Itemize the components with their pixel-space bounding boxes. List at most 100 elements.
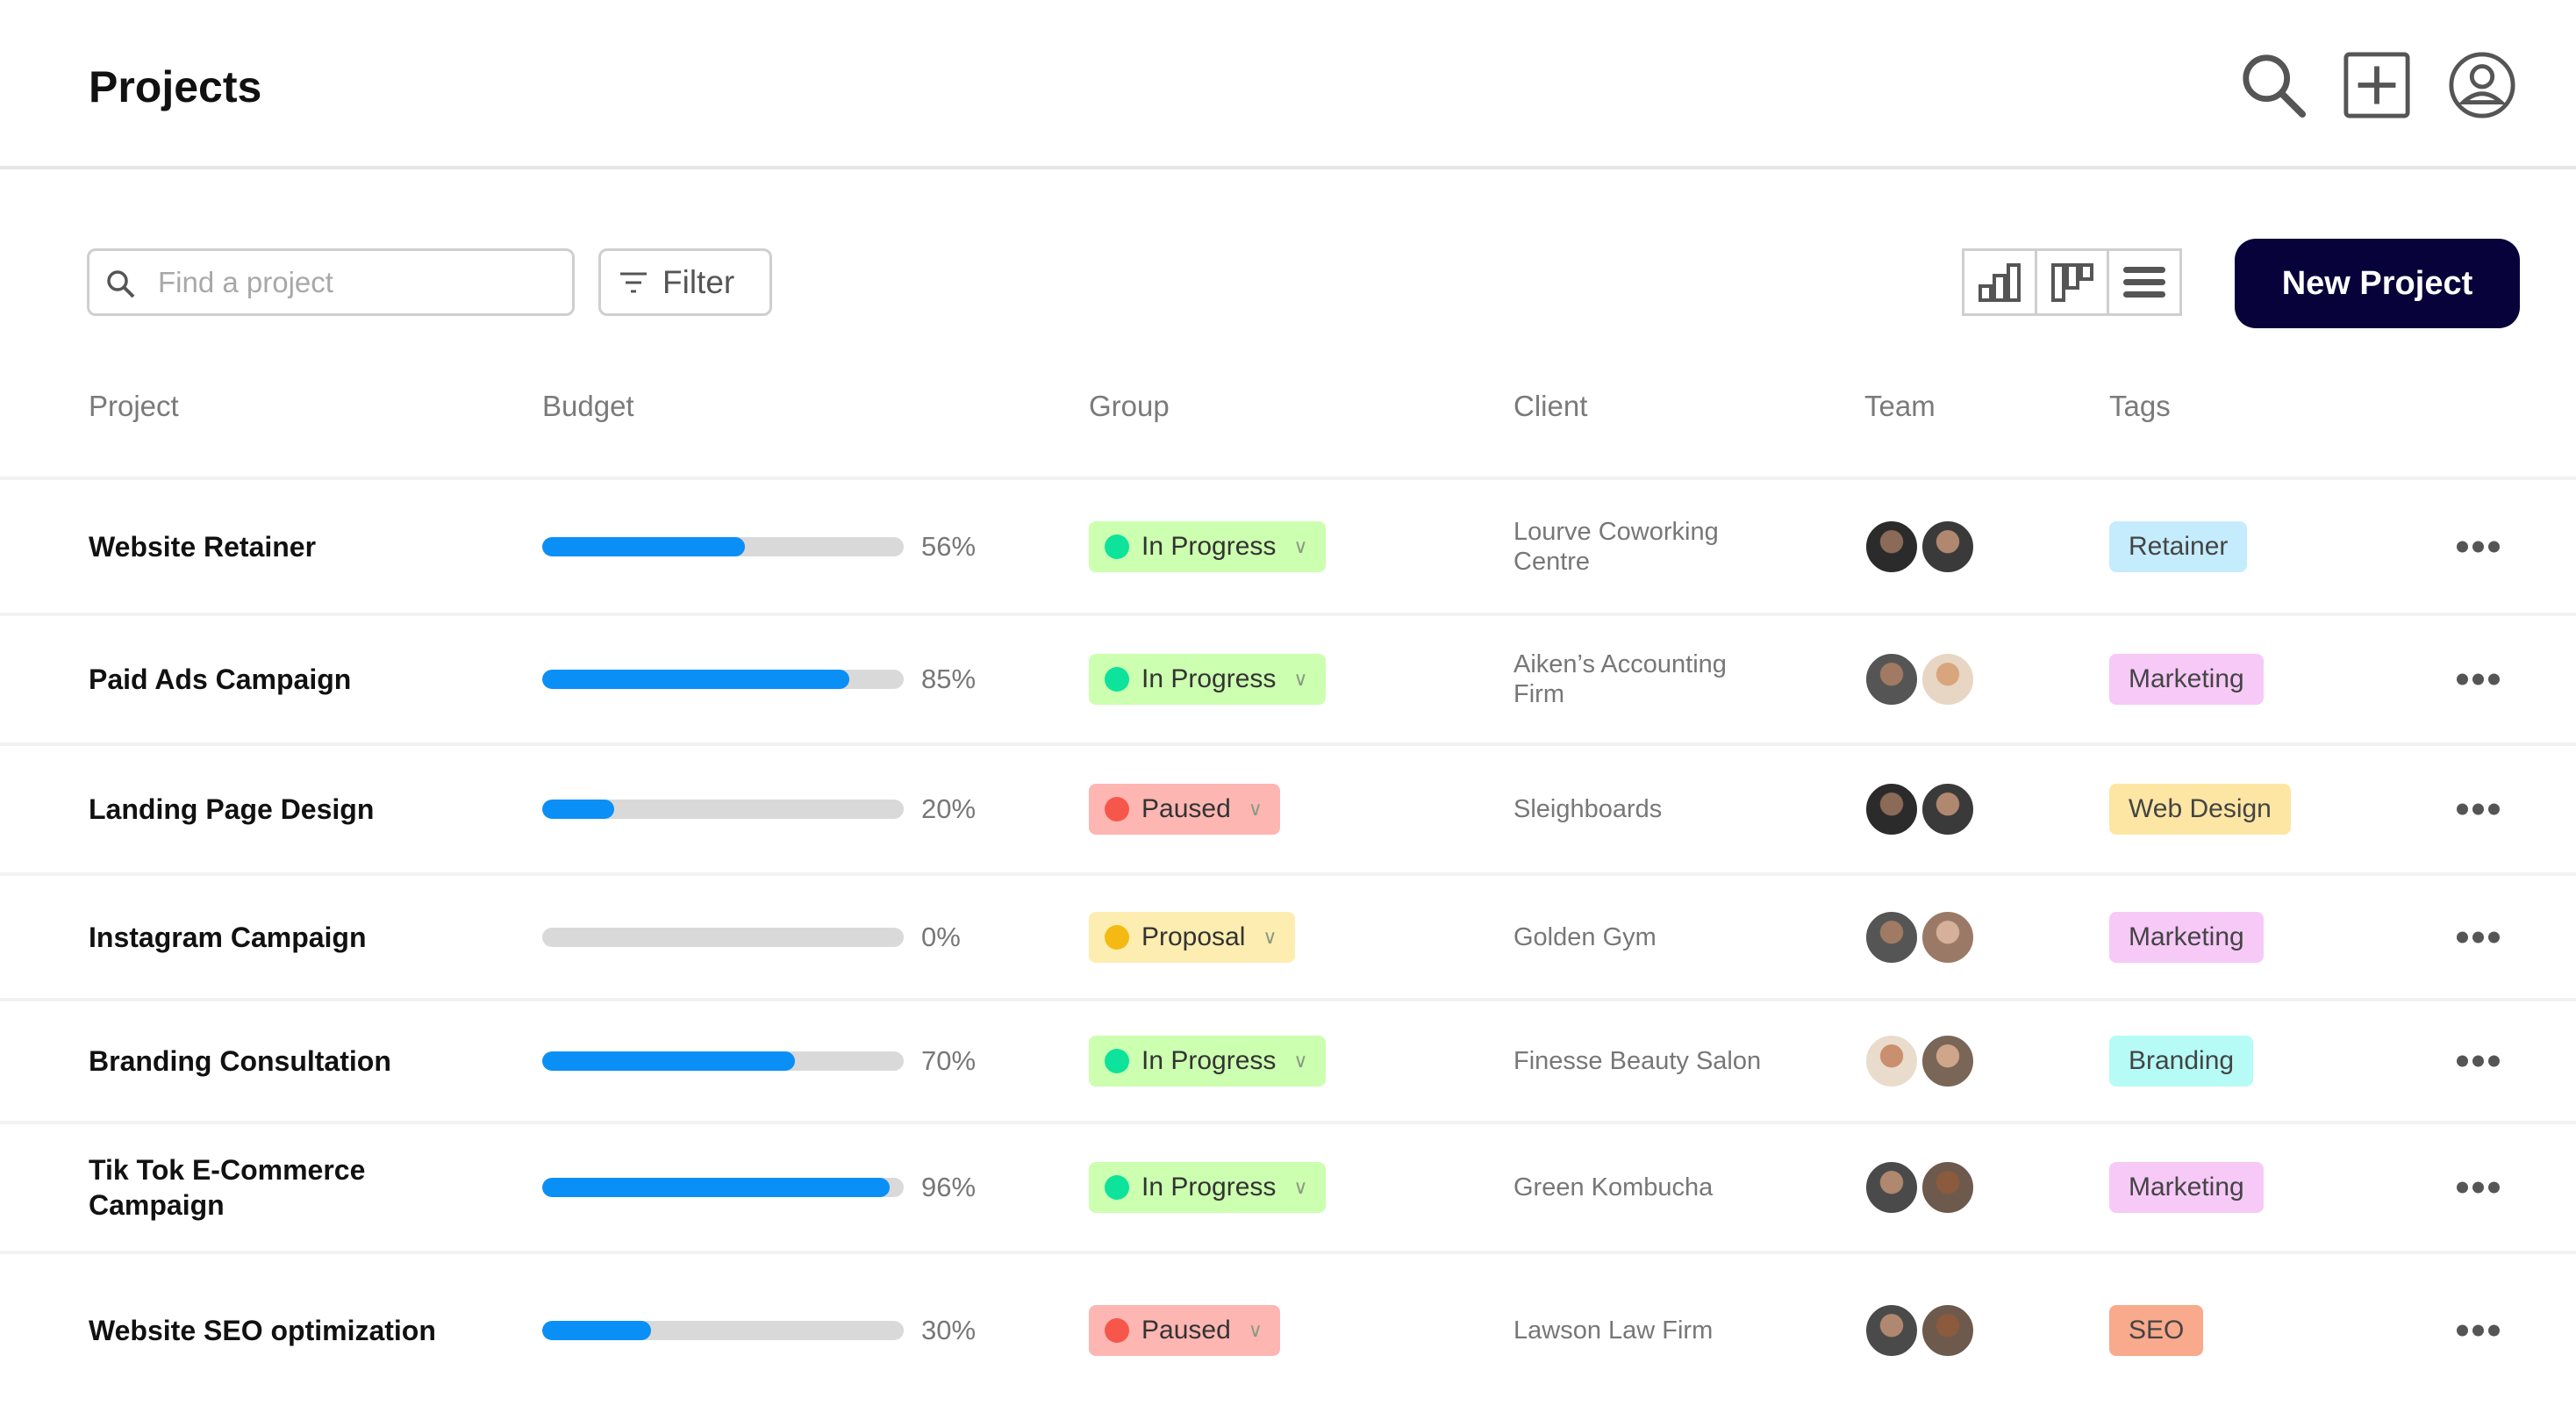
list-view-button[interactable] (2109, 251, 2179, 313)
table-row[interactable]: Website Retainer 56% In Progress ∨ Lourve… (0, 477, 2576, 613)
group-status-dropdown[interactable]: In Progress ∨ (1089, 520, 1326, 572)
group-status-dropdown[interactable]: Paused ∨ (1089, 784, 1280, 835)
team-avatars[interactable] (1864, 1160, 1977, 1215)
filter-button[interactable]: Filter (598, 248, 772, 316)
chevron-down-icon: ∨ (1263, 925, 1277, 948)
status-dot (1105, 1317, 1129, 1343)
chevron-down-icon: ∨ (1248, 798, 1263, 820)
column-header-group[interactable]: Group (1089, 390, 1170, 422)
group-status-dropdown[interactable]: In Progress ∨ (1089, 654, 1326, 705)
client-name: Sleighboards (1513, 795, 1663, 823)
list-view-icon (2123, 266, 2166, 298)
status-label: In Progress (1141, 664, 1277, 693)
team-avatars[interactable] (1864, 1302, 1977, 1358)
avatar[interactable] (1864, 782, 1919, 836)
chart-view-button[interactable] (1964, 251, 2037, 313)
tag-badge[interactable]: Retainer (2109, 520, 2248, 572)
group-status-dropdown[interactable]: In Progress ∨ (1089, 1036, 1326, 1087)
projects-table: Website Retainer 56% In Progress ∨ Lourve… (0, 477, 2576, 1406)
project-name[interactable]: Branding Consultation (89, 1045, 391, 1077)
more-options-icon[interactable] (2457, 541, 2500, 552)
more-options-icon[interactable] (2457, 1181, 2500, 1194)
group-status-dropdown[interactable]: Paused ∨ (1089, 1304, 1280, 1356)
chevron-down-icon: ∨ (1293, 534, 1308, 557)
project-name[interactable]: Website SEO optimization (89, 1314, 436, 1346)
group-status-dropdown[interactable]: In Progress ∨ (1089, 1162, 1326, 1213)
table-row[interactable]: Instagram Campaign 0% Proposal ∨ Golden G… (0, 872, 2576, 998)
project-name[interactable]: Landing Page Design (89, 793, 375, 825)
client-name: Lawson Law Firm (1513, 1316, 1714, 1345)
table-row[interactable]: Tik Tok E-Commerce Campaign 96% In Progr… (0, 1121, 2576, 1251)
top-header: Projects (0, 0, 2576, 169)
avatar[interactable] (1921, 652, 1975, 707)
status-dot (1105, 667, 1129, 692)
status-dot (1105, 924, 1129, 950)
team-avatars[interactable] (1864, 1034, 1977, 1088)
column-header-team[interactable]: Team (1864, 390, 1936, 422)
new-project-button[interactable]: New Project (2235, 239, 2520, 328)
column-header-client[interactable]: Client (1513, 390, 1588, 422)
avatar[interactable] (1921, 1160, 1975, 1215)
table-row[interactable]: Landing Page Design 20% Paused ∨ Sleighbo… (0, 742, 2576, 872)
avatar[interactable] (1921, 1034, 1975, 1088)
more-options-icon[interactable] (2457, 931, 2500, 943)
status-label: In Progress (1141, 531, 1277, 561)
budget-percent: 20% (921, 793, 977, 824)
tag-badge[interactable]: Web Design (2109, 784, 2291, 835)
budget-progress-bar (542, 800, 904, 819)
tag-badge[interactable]: Branding (2109, 1036, 2254, 1087)
budget-percent: 70% (921, 1045, 977, 1076)
team-avatars[interactable] (1864, 652, 1977, 707)
table-row[interactable]: Website SEO optimization 30% Paused ∨ Law… (0, 1251, 2576, 1406)
avatar[interactable] (1864, 519, 1919, 574)
budget-progress-fill (542, 1320, 651, 1340)
table-row[interactable]: Branding Consultation 70% In Progress ∨ F… (0, 998, 2576, 1121)
status-dot (1105, 797, 1129, 821)
team-avatars[interactable] (1864, 782, 1977, 836)
avatar[interactable] (1864, 1302, 1919, 1358)
budget-progress-bar (542, 536, 904, 556)
tag-badge[interactable]: Marketing (2109, 911, 2264, 963)
tag-badge[interactable]: SEO (2109, 1304, 2204, 1356)
avatar[interactable] (1864, 909, 1919, 965)
column-header-tags[interactable]: Tags (2109, 390, 2171, 422)
project-name[interactable]: Website Retainer (89, 530, 317, 563)
avatar[interactable] (1864, 1160, 1919, 1215)
search-field[interactable] (87, 248, 575, 316)
status-label: In Progress (1141, 1046, 1277, 1075)
avatar[interactable] (1921, 1302, 1975, 1358)
chevron-down-icon: ∨ (1248, 1318, 1263, 1341)
budget-progress-fill (542, 670, 850, 689)
project-name[interactable]: Paid Ads Campaign (89, 664, 352, 695)
column-header-project[interactable]: Project (89, 390, 179, 422)
avatar[interactable] (1921, 782, 1975, 836)
tag-badge[interactable]: Marketing (2109, 654, 2264, 705)
more-options-icon[interactable] (2457, 673, 2500, 685)
avatar[interactable] (1921, 909, 1975, 965)
view-toggle (1962, 248, 2182, 316)
filter-icon (620, 272, 647, 292)
avatar[interactable] (1864, 1034, 1919, 1088)
team-avatars[interactable] (1864, 519, 1977, 574)
plus-icon[interactable] (2343, 51, 2411, 119)
page-title: Projects (89, 62, 262, 111)
table-row[interactable]: Paid Ads Campaign 85% In Progress ∨ Aiken… (0, 613, 2576, 742)
more-options-icon[interactable] (2457, 1324, 2500, 1336)
team-avatars[interactable] (1864, 909, 1977, 965)
budget-progress-bar (542, 1051, 904, 1071)
project-name[interactable]: Tik Tok E-Commerce Campaign (89, 1154, 366, 1221)
search-icon[interactable] (2239, 51, 2308, 119)
search-input[interactable] (158, 262, 553, 304)
group-status-dropdown[interactable]: Proposal ∨ (1089, 911, 1295, 963)
board-view-button[interactable] (2037, 251, 2110, 313)
avatar[interactable] (1864, 652, 1919, 707)
column-header-budget[interactable]: Budget (542, 390, 634, 422)
avatar[interactable] (1921, 519, 1975, 574)
more-options-icon[interactable] (2457, 1055, 2500, 1067)
budget-percent: 56% (921, 530, 977, 562)
more-options-icon[interactable] (2457, 803, 2500, 815)
project-name[interactable]: Instagram Campaign (89, 921, 367, 953)
user-icon[interactable] (2448, 51, 2516, 119)
tag-badge[interactable]: Marketing (2109, 1162, 2264, 1213)
status-dot (1105, 534, 1129, 559)
